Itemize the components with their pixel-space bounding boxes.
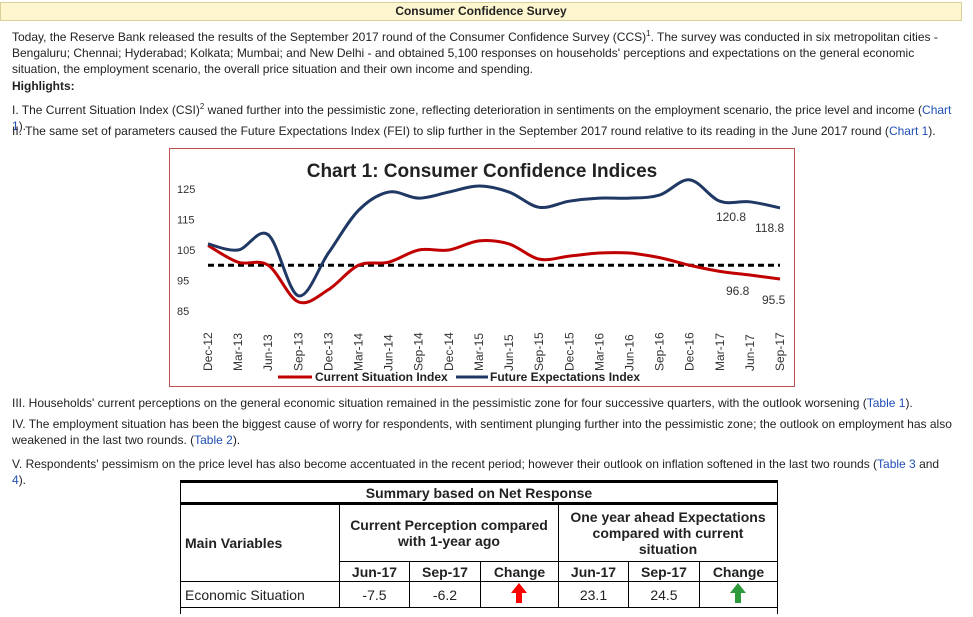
col-main-variables: Main Variables (180, 502, 340, 582)
table-title: Summary based on Net Response (180, 480, 778, 504)
sub-change-cur: Change (479, 561, 560, 582)
highlight-5-text: V. Respondents' pessimism on the price l… (12, 457, 878, 471)
legend-label-current-situation: Current Situation Index (315, 370, 448, 384)
x-tick-label: Jun-14 (382, 334, 396, 371)
x-tick-label: Dec-14 (442, 332, 456, 371)
cell-sep-exp: 24.5 (627, 581, 700, 608)
highlight-2-end: ). (928, 124, 936, 138)
col-expectations: One year ahead Expectations compared wit… (558, 502, 778, 562)
col-current-perception: Current Perception compared with 1-year … (339, 502, 559, 562)
up-arrow-icon (730, 583, 747, 603)
cell-jun-cur: -7.5 (339, 581, 410, 608)
data-label-csi-sep17: 95.5 (762, 293, 786, 307)
page-title: Consumer Confidence Survey (0, 2, 962, 21)
highlight-1: I. The Current Situation Index (CSI)2 wa… (12, 99, 952, 134)
legend-label-future-expectations: Future Expectations Index (490, 370, 640, 384)
table-row: Economic Situation -7.5 -6.2 23.1 24.5 (180, 581, 779, 608)
x-tick-label: Sep-17 (773, 332, 787, 371)
x-tick-label: Mar-15 (472, 333, 486, 371)
x-tick-label: Jun-15 (502, 334, 516, 371)
footnote-1[interactable]: 1 (646, 29, 651, 38)
sub-jun-exp: Jun-17 (558, 561, 629, 582)
change-exp-cell (698, 581, 779, 608)
table-2-link[interactable]: Table 2 (194, 433, 233, 447)
highlight-3: III. Households' current perceptions on … (12, 395, 952, 411)
x-tick-label: Mar-13 (231, 333, 245, 371)
table-3-link[interactable]: Table 3 (877, 457, 916, 471)
x-tick-label: Jun-13 (261, 334, 275, 371)
table-1-link[interactable]: Table 1 (866, 396, 906, 410)
intro-paragraph: Today, the Reserve Bank released the res… (12, 26, 952, 77)
highlight-3-end: ). (905, 396, 913, 410)
chart-title: Chart 1: Consumer Confidence Indices (307, 161, 658, 182)
highlight-3-text: III. Households' current perceptions on … (12, 396, 867, 410)
highlight-4-text: IV. The employment situation has been th… (12, 417, 952, 447)
highlight-5: V. Respondents' pessimism on the price l… (12, 456, 952, 488)
x-tick-label: Mar-17 (713, 333, 727, 371)
highlights-heading: Highlights: (12, 79, 75, 93)
sub-sep-exp: Sep-17 (627, 561, 700, 582)
intro-text: Today, the Reserve Bank released the res… (12, 30, 647, 44)
y-tick-label: 125 (177, 184, 195, 196)
highlight-5-mid: and (915, 457, 940, 471)
y-tick-label: 95 (177, 276, 189, 288)
chart-svg: Chart 1: Consumer Confidence Indices 125 1… (177, 161, 787, 384)
x-tick-label: Sep-15 (532, 332, 546, 371)
data-label-csi-jun17: 96.8 (726, 284, 750, 298)
chart-1-link-2[interactable]: Chart 1 (888, 124, 929, 138)
x-tick-label: Dec-12 (201, 332, 215, 371)
highlight-1-end: ). (18, 119, 27, 133)
highlight-1-text-b: waned further into the pessimistic zone,… (204, 103, 923, 117)
data-label-fei-jun17: 120.8 (716, 210, 746, 224)
x-tick-label: Sep-13 (291, 332, 305, 371)
highlight-2-text: II. The same set of parameters caused th… (12, 124, 889, 138)
x-tick-label: Jun-17 (743, 334, 757, 371)
y-tick-label: 85 (177, 306, 189, 318)
sub-sep-cur: Sep-17 (408, 561, 481, 582)
x-tick-label: Mar-14 (352, 333, 366, 371)
series-line-current-situation (207, 238, 781, 305)
x-tick-label: Jun-16 (622, 334, 636, 371)
sub-change-exp: Change (698, 561, 779, 582)
intro-rest-text: . The survey was conducted in six metrop… (12, 30, 938, 76)
row-label: Economic Situation (180, 581, 340, 608)
footnote-2[interactable]: 2 (199, 102, 205, 111)
cell-jun-exp: 23.1 (558, 581, 629, 608)
highlight-4-end: ). (232, 433, 241, 447)
table-4-link[interactable]: 4 (12, 473, 19, 487)
x-tick-label: Dec-13 (321, 332, 335, 371)
highlight-2: II. The same set of parameters caused th… (12, 123, 952, 139)
x-tick-label: Dec-16 (683, 332, 697, 371)
y-tick-label: 115 (177, 215, 195, 227)
sub-jun-cur: Jun-17 (339, 561, 410, 582)
x-tick-label: Mar-16 (592, 333, 606, 371)
highlight-4: IV. The employment situation has been th… (12, 416, 952, 448)
y-tick-label: 105 (177, 245, 195, 257)
up-arrow-icon (511, 583, 528, 603)
x-tick-label: Dec-15 (562, 332, 576, 371)
chart-1-link[interactable]: Chart 1 (12, 103, 952, 133)
change-cur-cell (479, 581, 560, 608)
summary-table: Summary based on Net Response Main Varia… (180, 480, 779, 614)
cell-sep-cur: -6.2 (408, 581, 481, 608)
series-line-future-expectations (207, 178, 781, 298)
data-label-fei-sep17: 118.8 (755, 221, 784, 235)
x-tick-label: Sep-14 (412, 332, 426, 371)
highlight-1-text: I. The Current Situation Index (CSI) (12, 103, 200, 117)
highlight-5-end: ). (18, 473, 27, 487)
consumer-confidence-chart: Chart 1: Consumer Confidence Indices 125 1… (169, 148, 795, 387)
x-tick-label: Sep-16 (653, 332, 667, 371)
